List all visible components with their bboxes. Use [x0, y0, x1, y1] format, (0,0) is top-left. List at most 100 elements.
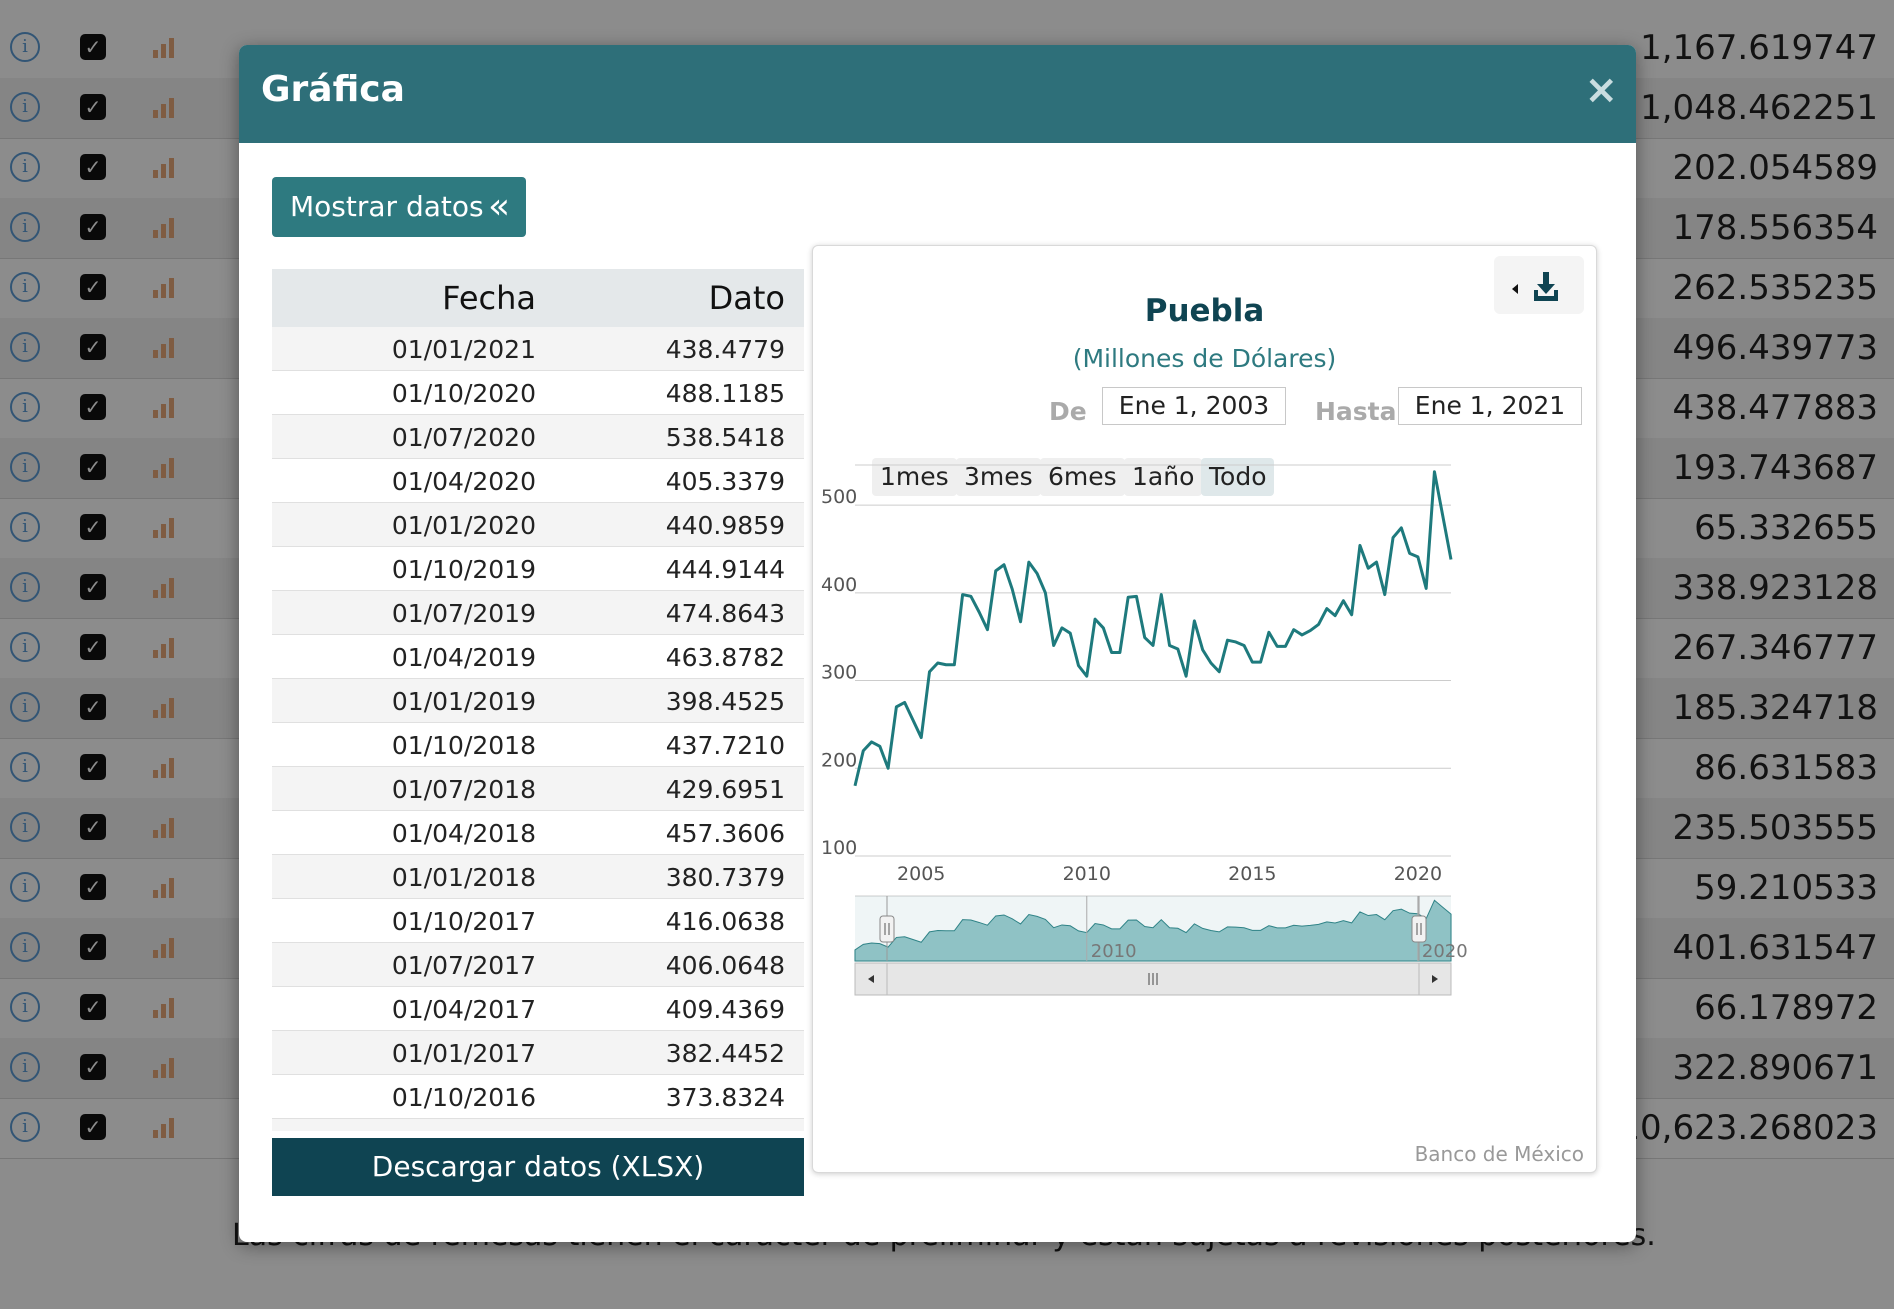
data-point[interactable] — [1382, 592, 1388, 598]
data-point[interactable] — [869, 739, 875, 745]
info-icon[interactable]: i — [10, 572, 40, 602]
chart-icon[interactable] — [150, 634, 178, 660]
checkbox[interactable]: ✓ — [80, 514, 106, 540]
data-point[interactable] — [918, 735, 924, 741]
info-icon[interactable]: i — [10, 152, 40, 182]
data-point[interactable] — [1407, 550, 1413, 556]
info-icon[interactable]: i — [10, 932, 40, 962]
checkbox[interactable]: ✓ — [80, 34, 106, 60]
checkbox[interactable]: ✓ — [80, 274, 106, 300]
data-point[interactable] — [1142, 635, 1148, 641]
data-point[interactable] — [1001, 562, 1007, 568]
column-header-value[interactable]: Dato — [708, 279, 785, 317]
info-icon[interactable]: i — [10, 512, 40, 542]
zoom-button-1mes[interactable]: 1mes — [872, 458, 957, 496]
data-point[interactable] — [1316, 621, 1322, 627]
data-point[interactable] — [1133, 593, 1139, 599]
data-point[interactable] — [1357, 542, 1363, 548]
checkbox[interactable]: ✓ — [80, 334, 106, 360]
data-table[interactable]: Fecha Dato 01/01/2021 438.4779 01/10/2020 4… — [272, 269, 804, 1131]
checkbox[interactable]: ✓ — [80, 1114, 106, 1140]
checkbox[interactable]: ✓ — [80, 394, 106, 420]
data-point[interactable] — [1167, 642, 1173, 648]
data-point[interactable] — [1125, 594, 1131, 600]
chart-plot[interactable]: 100 200 300 400 500 2005 2010 2015 2020 2010 2020 — [813, 246, 1596, 1172]
data-point[interactable] — [1200, 647, 1206, 653]
data-point[interactable] — [1266, 629, 1272, 635]
chart-icon[interactable] — [150, 1054, 178, 1080]
checkbox[interactable]: ✓ — [80, 154, 106, 180]
data-point[interactable] — [1431, 469, 1437, 475]
checkbox[interactable]: ✓ — [80, 754, 106, 780]
info-icon[interactable]: i — [10, 392, 40, 422]
data-point[interactable] — [1440, 513, 1446, 519]
info-icon[interactable]: i — [10, 212, 40, 242]
data-point[interactable] — [1241, 642, 1247, 648]
chart-icon[interactable] — [150, 574, 178, 600]
data-point[interactable] — [885, 765, 891, 771]
info-icon[interactable]: i — [10, 812, 40, 842]
chart-icon[interactable] — [150, 694, 178, 720]
data-point[interactable] — [1067, 630, 1073, 636]
chart-icon[interactable] — [150, 454, 178, 480]
data-point[interactable] — [1076, 663, 1082, 669]
data-point[interactable] — [1398, 525, 1404, 531]
info-icon[interactable]: i — [10, 692, 40, 722]
info-icon[interactable]: i — [10, 1052, 40, 1082]
chart-icon[interactable] — [150, 1114, 178, 1140]
data-point[interactable] — [1150, 642, 1156, 648]
chart-icon[interactable] — [150, 334, 178, 360]
data-point[interactable] — [1208, 660, 1214, 666]
chart-icon[interactable] — [150, 214, 178, 240]
checkbox[interactable]: ✓ — [80, 634, 106, 660]
data-point[interactable] — [1274, 643, 1280, 649]
chart-icon[interactable] — [150, 514, 178, 540]
info-icon[interactable]: i — [10, 872, 40, 902]
column-header-date[interactable]: Fecha — [442, 279, 536, 317]
data-point[interactable] — [1009, 586, 1015, 592]
chart-icon[interactable] — [150, 754, 178, 780]
data-point[interactable] — [1100, 625, 1106, 631]
zoom-button-6mes[interactable]: 6mes — [1040, 458, 1125, 496]
data-point[interactable] — [1332, 613, 1338, 619]
chart-icon[interactable] — [150, 94, 178, 120]
chart-icon[interactable] — [150, 874, 178, 900]
range-to-input[interactable]: Ene 1, 2021 — [1398, 387, 1582, 425]
data-point[interactable] — [1249, 659, 1255, 665]
checkbox[interactable]: ✓ — [80, 814, 106, 840]
data-point[interactable] — [1042, 590, 1048, 596]
checkbox[interactable]: ✓ — [80, 214, 106, 240]
info-icon[interactable]: i — [10, 32, 40, 62]
data-point[interactable] — [1291, 627, 1297, 633]
data-point[interactable] — [1307, 628, 1313, 634]
data-point[interactable] — [1018, 619, 1024, 625]
data-point[interactable] — [1233, 639, 1239, 645]
data-point[interactable] — [1374, 559, 1380, 565]
info-icon[interactable]: i — [10, 632, 40, 662]
data-point[interactable] — [1092, 616, 1098, 622]
chart-icon[interactable] — [150, 994, 178, 1020]
chart-icon[interactable] — [150, 934, 178, 960]
data-point[interactable] — [1299, 632, 1305, 638]
chart-icon[interactable] — [150, 154, 178, 180]
chart-icon[interactable] — [150, 274, 178, 300]
data-point[interactable] — [1216, 669, 1222, 675]
zoom-button-3mes[interactable]: 3mes — [956, 458, 1041, 496]
data-point[interactable] — [1349, 612, 1355, 618]
data-point[interactable] — [1158, 592, 1164, 598]
data-point[interactable] — [860, 748, 866, 754]
checkbox[interactable]: ✓ — [80, 934, 106, 960]
data-point[interactable] — [852, 783, 858, 789]
data-point[interactable] — [1324, 606, 1330, 612]
info-icon[interactable]: i — [10, 92, 40, 122]
data-point[interactable] — [1084, 673, 1090, 679]
close-button[interactable]: × — [1584, 67, 1618, 113]
data-point[interactable] — [1059, 625, 1065, 631]
export-menu-button[interactable] — [1494, 256, 1584, 314]
checkbox[interactable]: ✓ — [80, 574, 106, 600]
data-point[interactable] — [1191, 618, 1197, 624]
data-point[interactable] — [1051, 642, 1057, 648]
checkbox[interactable]: ✓ — [80, 1054, 106, 1080]
data-point[interactable] — [943, 662, 949, 668]
data-point[interactable] — [1448, 556, 1454, 562]
